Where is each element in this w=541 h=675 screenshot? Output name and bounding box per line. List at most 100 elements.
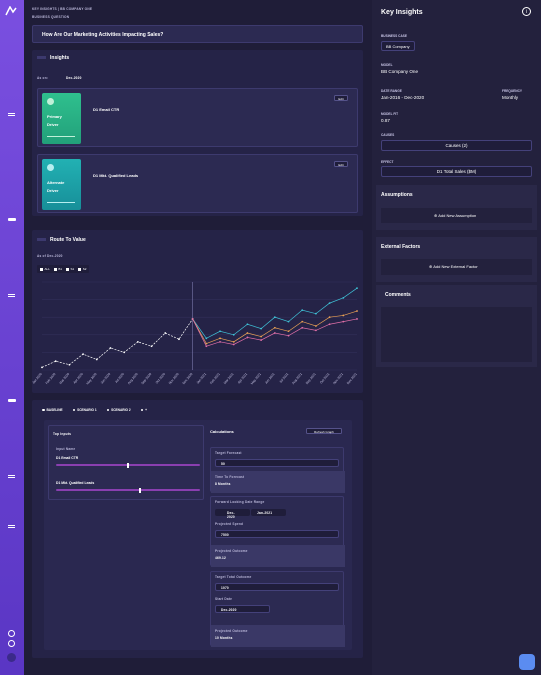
input[interactable]: 1070 [215,583,339,591]
nav-icon[interactable] [8,294,15,295]
label: DATE RANGE [381,89,402,93]
x-tick-label: Aug 2021 [291,372,303,385]
point [136,340,139,343]
chart: Jan 2020 Feb 2020 Mar 2020 Apr 2020 May 2020… [32,281,358,385]
point [301,326,304,329]
add-text[interactable]: Add New Assumption [438,213,477,218]
point [356,318,358,320]
point [54,360,57,363]
driver-name: D1 Mkt. Qualified Leads [93,173,139,178]
slider-handle[interactable] [138,487,141,493]
panel-title: Calculations [210,429,234,434]
input[interactable]: 7500 [215,530,339,538]
point [342,320,345,323]
legend-item[interactable]: B1 [53,267,62,271]
main: KEY INSIGHTS | BB COMPANY ONE BUSINESS Q… [24,0,372,675]
date-input[interactable]: Jan-2021 [251,509,286,516]
point [273,326,276,329]
value: 469.12 [215,556,226,560]
panel-title: Top Inputs [53,432,72,436]
select[interactable]: BB Company [381,41,415,51]
label: BUSINESS CASE [381,34,408,38]
slider-handle[interactable] [127,462,129,468]
date-input[interactable]: Dec-2020 [215,605,270,613]
comments-area [381,307,532,362]
add-button[interactable]: ⊕ Add New External Factor [429,264,478,269]
point [315,312,317,315]
value: 0.87 [381,118,390,123]
nav-icon[interactable] [8,475,15,476]
crumb[interactable]: KEY INSIGHTS [32,7,57,11]
legend-item[interactable]: ALL [40,267,50,271]
result: Time To Forecast 8 Months [211,471,345,493]
slider-track[interactable] [56,489,200,491]
section-title: Route To Value [50,237,86,243]
label: Projected Outcome [215,629,248,633]
label: Time To Forecast [215,475,245,479]
input[interactable]: 50 [215,459,339,467]
avatar[interactable] [7,653,16,662]
nav-icon[interactable] [8,640,15,647]
edit-button[interactable]: Edit [334,95,348,101]
section-title: Comments [385,292,411,298]
point [356,287,358,290]
point [205,345,208,348]
x-tick-label: Mar 2020 [58,372,70,385]
nav-icon[interactable] [8,113,15,114]
comments: Comments [376,285,537,367]
x-tick-label: Feb 2020 [45,372,57,385]
x-tick-label: Sep 2020 [140,372,152,385]
sidebar [0,0,24,675]
logo [5,6,17,16]
crumb[interactable]: BB COMPANY ONE [60,7,93,11]
tab[interactable]: SCENARIO 1 [72,408,97,412]
top-inputs: Top Inputs Input Name D1 Email CTR D1 Mkt… [48,425,204,500]
scenario-body: Top Inputs Input Name D1 Email CTR D1 Mkt… [44,420,352,650]
label: EFFECT [381,160,394,164]
nav-icon[interactable] [8,218,16,221]
panel-title: Key Insights [381,9,423,16]
add-text[interactable]: Add New External Factor [433,264,478,269]
causes-button[interactable]: Causes (2) [381,140,532,151]
driver-name: D1 Email CTR [93,107,120,112]
tab-dot [72,408,76,412]
refresh-button[interactable]: Refresh Graph [306,428,342,434]
value: 10 Months [215,636,233,640]
value: BB Company One [381,69,419,74]
badge-icon [47,164,54,171]
section-title: Assumptions [381,192,413,198]
tab-dot [106,408,110,412]
tab[interactable]: SCENARIO 2 [106,408,131,412]
legend-item[interactable]: S1 [66,267,74,271]
legend-item[interactable]: S2 [78,267,86,271]
point [246,336,249,339]
x-tick-label: Oct 2021 [319,372,331,385]
nav-icon[interactable] [8,525,15,526]
x-tick-label: Sep 2021 [305,372,317,385]
edit-button[interactable]: Edit [334,161,348,167]
section-title: External Factors [381,244,421,250]
point [95,358,98,361]
series-line [192,287,358,339]
legend-swatch [78,267,82,271]
tab[interactable]: BASELINE [42,408,63,412]
value[interactable]: Dec-2020 [66,76,82,80]
nav-icon[interactable] [8,630,15,637]
point [273,332,276,334]
point [68,363,71,366]
breadcrumb[interactable]: KEY INSIGHTS | BB COMPANY ONE [32,7,93,11]
badge: Primary Driver [42,93,81,144]
effect-button[interactable]: D1 Total Sales ($M) [381,166,532,177]
info-button[interactable]: i [522,7,531,16]
tab[interactable]: + [140,408,147,412]
x-tick-label: Jun 2021 [264,372,276,385]
result: Projected Outcome 469.12 [211,545,345,567]
calc-box: Forward Looking Date Range Dec-2020 Jan-… [210,496,345,567]
chat-button[interactable] [519,654,535,670]
add-button[interactable]: ⊕ Add New Assumption [434,213,477,218]
point [232,340,235,343]
nav-icon[interactable] [8,399,16,402]
x-tick-label: Dec 2020 [182,372,194,385]
tab-text: SCENARIO 2 [111,408,131,412]
date-input[interactable]: Dec-2020 [215,509,250,519]
